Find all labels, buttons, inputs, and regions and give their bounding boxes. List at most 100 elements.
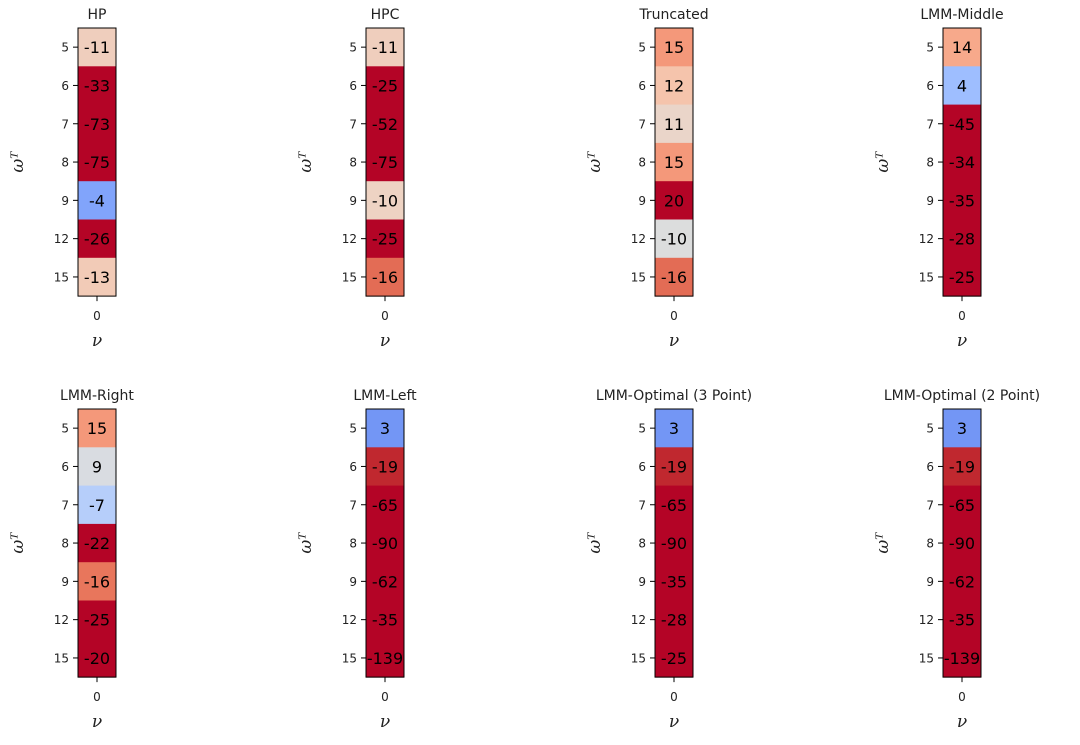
heatmap-cell	[655, 485, 693, 525]
cell-value-label: -65	[949, 496, 975, 515]
x-tick-label: 0	[670, 309, 678, 323]
panel-title: HP	[88, 7, 107, 23]
cell-value-label: -19	[661, 457, 687, 476]
x-tick-label: 0	[93, 309, 101, 323]
heatmap-cell	[655, 562, 693, 601]
cell-value-label: -7	[89, 496, 105, 515]
cell-value-label: -28	[949, 230, 975, 249]
y-tick-label: 5	[61, 422, 69, 436]
cell-value-label: 3	[957, 419, 967, 438]
x-tick-label: 0	[958, 690, 966, 704]
cell-value-label: -16	[661, 268, 687, 287]
y-tick-label: 5	[349, 422, 357, 436]
heatmap-cell	[78, 66, 116, 106]
y-tick-label: 7	[638, 117, 646, 131]
heatmap-cell	[943, 447, 981, 487]
y-tick-label: 15	[919, 651, 934, 665]
heatmap-cell	[366, 409, 404, 448]
heatmap-cell	[366, 142, 404, 182]
heatmap-cell	[943, 104, 981, 144]
heatmap-cell	[78, 600, 116, 640]
cell-value-label: -20	[84, 649, 110, 668]
y-axis-label: ωᵀ	[873, 532, 893, 554]
cell-value-label: -35	[949, 191, 975, 210]
y-tick-label: 6	[61, 460, 69, 474]
heatmap-cell	[655, 66, 693, 106]
y-tick-label: 9	[61, 194, 69, 208]
y-tick-label: 15	[631, 651, 646, 665]
y-tick-label: 7	[349, 498, 357, 512]
y-tick-label: 8	[926, 156, 934, 170]
cell-value-label: 14	[952, 38, 972, 57]
cell-value-label: -19	[949, 457, 975, 476]
cell-value-label: -13	[84, 268, 110, 287]
heatmap-cell	[78, 28, 116, 67]
y-tick-label: 6	[926, 460, 934, 474]
y-tick-label: 5	[926, 422, 934, 436]
y-axis-label: ωᵀ	[585, 532, 605, 554]
y-tick-label: 12	[54, 232, 69, 246]
heatmap-cell	[78, 104, 116, 144]
y-tick-label: 7	[61, 498, 69, 512]
y-tick-label: 7	[926, 117, 934, 131]
cell-value-label: -52	[372, 115, 398, 134]
heatmap-cell	[943, 142, 981, 182]
heatmap-cell	[78, 409, 116, 448]
y-axis-label: ωᵀ	[296, 151, 316, 173]
panel-title: Truncated	[638, 7, 708, 23]
cell-value-label: 15	[664, 38, 684, 57]
y-tick-label: 8	[61, 156, 69, 170]
cell-value-label: 4	[957, 76, 967, 95]
heatmap-cell	[655, 142, 693, 182]
heatmap-cell	[943, 409, 981, 448]
cell-value-label: 3	[380, 419, 390, 438]
heatmap-cell	[366, 257, 404, 297]
cell-value-label: -139	[944, 649, 980, 668]
y-axis-label: ωᵀ	[873, 151, 893, 173]
panel-title: LMM-Left	[353, 388, 417, 404]
heatmap-cell	[366, 104, 404, 144]
heatmap-cell	[943, 600, 981, 640]
cell-value-label: -11	[84, 38, 110, 57]
y-axis-label: ωᵀ	[296, 532, 316, 554]
cell-value-label: -62	[372, 572, 398, 591]
y-tick-label: 9	[349, 575, 357, 589]
panel-title: HPC	[371, 7, 400, 23]
heatmap-cell	[366, 28, 404, 67]
heatmap-cell	[78, 638, 116, 678]
cell-value-label: -45	[949, 115, 975, 134]
y-tick-label: 12	[919, 613, 934, 627]
x-axis-label: ν	[957, 331, 967, 351]
y-tick-label: 5	[61, 41, 69, 55]
heatmap-cell	[943, 181, 981, 220]
x-tick-label: 0	[381, 690, 389, 704]
x-axis-label: ν	[669, 712, 679, 732]
y-tick-label: 5	[638, 422, 646, 436]
y-tick-label: 9	[638, 194, 646, 208]
y-tick-label: 7	[638, 498, 646, 512]
y-tick-label: 15	[631, 270, 646, 284]
y-tick-label: 9	[926, 194, 934, 208]
y-tick-label: 5	[926, 41, 934, 55]
y-axis-label: ωᵀ	[585, 151, 605, 173]
y-tick-label: 8	[638, 537, 646, 551]
y-tick-label: 5	[638, 41, 646, 55]
cell-value-label: -34	[949, 153, 975, 172]
heatmap-cell	[78, 181, 116, 220]
cell-value-label: -35	[661, 572, 687, 591]
heatmap-cell	[366, 523, 404, 563]
y-axis-label: ωᵀ	[8, 532, 28, 554]
heatmap-cell	[943, 219, 981, 259]
y-tick-label: 12	[342, 232, 357, 246]
cell-value-label: -19	[372, 457, 398, 476]
cell-value-label: -75	[84, 153, 110, 172]
cell-value-label: -26	[84, 230, 110, 249]
heatmap-cell	[943, 523, 981, 563]
x-axis-label: ν	[957, 712, 967, 732]
cell-value-label: -62	[949, 572, 975, 591]
x-tick-label: 0	[93, 690, 101, 704]
y-tick-label: 6	[638, 460, 646, 474]
heatmap-cell	[655, 638, 693, 678]
heatmap-cell	[655, 104, 693, 144]
heatmap-cell	[366, 219, 404, 259]
